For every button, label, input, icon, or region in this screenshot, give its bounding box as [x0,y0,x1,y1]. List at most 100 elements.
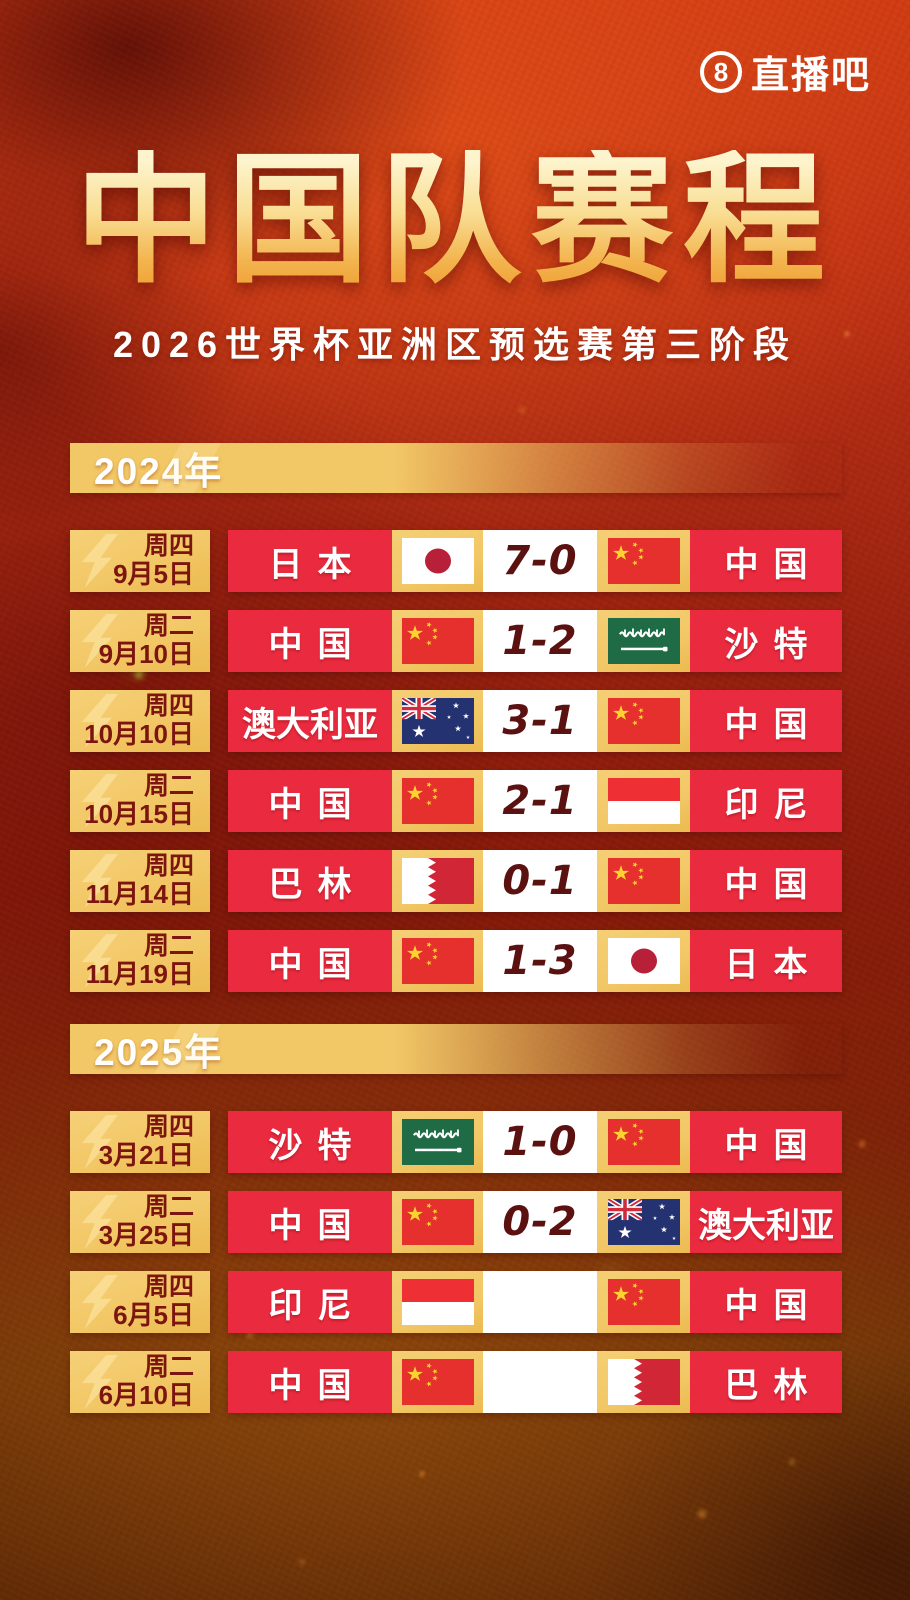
match-row: 周二 10月15日 中国 2-1 印尼 [70,770,842,832]
home-flag-cell [392,610,483,672]
date-cell: 周四 3月21日 [70,1111,210,1173]
away-flag-cell [597,1351,690,1413]
weekday-label: 周四 [143,852,194,881]
flag-japan-icon [401,538,474,584]
flag-australia-icon [607,1199,680,1245]
home-team-name: 巴林 [268,865,367,904]
home-team-cell: 中国 [228,1191,392,1253]
weekday-label: 周二 [143,1353,194,1382]
flag-saudi-arabia-icon [607,618,680,664]
flag-china-icon [401,778,474,824]
away-team-cell: 中国 [690,850,842,912]
flag-china-icon [607,538,680,584]
score-cell: 0-1 [483,850,597,912]
away-flag-cell [597,1191,690,1253]
flag-australia-icon [401,698,474,744]
score-label: 3-1 [502,698,578,744]
away-team-cell: 日本 [690,930,842,992]
flag-indonesia-icon [607,778,680,824]
year-section: 2025年 周四 3月21日 沙特 1-0 中国 周二 3月25日 中国 0-2 澳大利亚 周四 6月5… [70,1024,842,1413]
score-cell [483,1271,597,1333]
match-row: 周二 3月25日 中国 0-2 澳大利亚 [70,1191,842,1253]
date-cell: 周四 11月14日 [70,850,210,912]
score-cell: 2-1 [483,770,597,832]
page-subtitle: 2026世界杯亚洲区预选赛第三阶段 [112,324,798,365]
away-team-name: 中国 [724,545,823,584]
date-cell: 周四 9月5日 [70,530,210,592]
weekday-label: 周二 [143,612,194,641]
away-flag-cell [597,930,690,992]
away-flag-cell [597,850,690,912]
home-flag-cell [392,930,483,992]
zhibo8-logo: 8 直播吧 [700,44,871,99]
year-label: 2024年 [94,451,224,492]
date-cell: 周二 11月19日 [70,930,210,992]
match-row: 周二 9月10日 中国 1-2 沙特 [70,610,842,672]
flag-china-icon [607,1119,680,1165]
date-label: 6月10日 [98,1380,194,1411]
home-team-cell: 巴林 [228,850,392,912]
home-team-name: 日本 [268,545,367,584]
home-team-cell: 中国 [228,610,392,672]
score-label: 1-0 [502,1119,578,1165]
flag-japan-icon [607,938,680,984]
score-cell: 3-1 [483,690,597,752]
home-team-cell: 日本 [228,530,392,592]
score-label: 2-1 [502,778,578,824]
flag-china-icon [607,858,680,904]
home-team-name: 澳大利亚 [242,705,378,744]
home-team-name: 沙特 [268,1126,367,1165]
date-label: 9月10日 [98,639,194,670]
match-row: 周二 6月10日 中国 巴林 [70,1351,842,1413]
score-label: 0-1 [502,858,578,904]
away-team-cell: 巴林 [690,1351,842,1413]
flag-china-icon [607,698,680,744]
home-team-name: 中国 [268,945,367,984]
weekday-label: 周二 [143,772,194,801]
year-label: 2025年 [94,1032,224,1073]
home-flag-cell [392,690,483,752]
year-section: 2024年 周四 9月5日 日本 7-0 中国 周二 9月10日 中国 1-2 沙特 周四 10月10日… [70,443,842,992]
flag-china-icon [401,1199,474,1245]
match-row: 周二 11月19日 中国 1-3 日本 [70,930,842,992]
weekday-label: 周二 [143,932,194,961]
score-label: 1-2 [502,618,578,664]
match-row: 周四 3月21日 沙特 1-0 中国 [70,1111,842,1173]
score-cell: 1-0 [483,1111,597,1173]
weekday-label: 周四 [143,692,194,721]
logo-8-icon: 8 [700,50,742,93]
away-team-cell: 印尼 [690,770,842,832]
date-cell: 周四 10月10日 [70,690,210,752]
weekday-label: 周四 [143,1273,194,1302]
away-team-name: 澳大利亚 [698,1206,834,1245]
date-cell: 周二 3月25日 [70,1191,210,1253]
home-flag-cell [392,1191,483,1253]
home-team-cell: 沙特 [228,1111,392,1173]
date-label: 3月25日 [98,1220,194,1251]
home-flag-cell [392,850,483,912]
home-flag-cell [392,1111,483,1173]
away-team-cell: 澳大利亚 [690,1191,842,1253]
date-label: 9月5日 [113,559,194,590]
home-team-name: 中国 [268,1366,367,1405]
flag-saudi-arabia-icon [401,1119,474,1165]
score-cell: 0-2 [483,1191,597,1253]
date-label: 10月15日 [84,799,194,830]
home-team-name: 中国 [268,785,367,824]
home-team-name: 中国 [268,625,367,664]
schedule: 2024年 周四 9月5日 日本 7-0 中国 周二 9月10日 中国 1-2 沙特 周四 10月10日… [70,443,842,1431]
date-cell: 周四 6月5日 [70,1271,210,1333]
weekday-label: 周四 [143,532,194,561]
match-row: 周四 6月5日 印尼 中国 [70,1271,842,1333]
home-team-name: 印尼 [268,1286,367,1325]
away-team-name: 中国 [724,705,823,744]
date-cell: 周二 6月10日 [70,1351,210,1413]
away-team-name: 中国 [724,865,823,904]
date-label: 11月19日 [85,959,194,990]
home-flag-cell [392,1351,483,1413]
away-flag-cell [597,530,690,592]
away-flag-cell [597,690,690,752]
weekday-label: 周四 [143,1113,194,1142]
home-flag-cell [392,1271,483,1333]
